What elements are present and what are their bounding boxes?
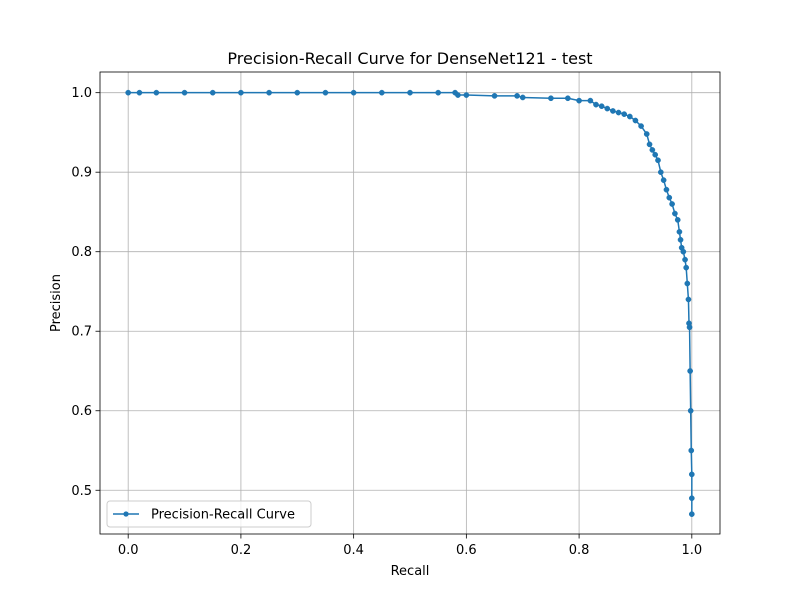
data-point (684, 280, 691, 287)
data-point (683, 264, 690, 271)
data-point (672, 210, 678, 217)
data-point (677, 236, 684, 243)
data-point (676, 228, 683, 235)
y-tick-label: 0.6 (71, 404, 92, 419)
data-point (646, 141, 653, 148)
y-tick-label: 0.5 (71, 484, 92, 499)
data-point (576, 97, 582, 104)
data-point (674, 217, 681, 223)
legend: Precision-Recall Curve (106, 500, 312, 528)
y-axis-title: Precision (49, 274, 64, 332)
data-point (209, 89, 216, 96)
y-tick-label: 1.0 (71, 86, 92, 101)
x-tick-label: 0.6 (456, 543, 477, 558)
data-point (407, 89, 413, 96)
grid-layer (100, 72, 720, 534)
data-point (663, 186, 670, 193)
data-point (548, 95, 554, 102)
data-point (649, 147, 656, 153)
data-point (463, 92, 470, 98)
legend-label: Precision-Recall Curve (151, 508, 295, 523)
data-point (688, 511, 695, 517)
data-point (688, 471, 695, 478)
chart-title: Precision-Recall Curve for DenseNet121 -… (227, 49, 592, 68)
data-point (593, 101, 599, 108)
axes-layer: 0.0 0.2 0.4 0.6 0.8 1.0 0.5 0.6 0.7 0.8 0.9 1.0 (71, 71, 721, 558)
data-point (643, 131, 650, 137)
data-point (322, 89, 329, 96)
x-tick-label: 0.8 (569, 543, 590, 558)
data-point (455, 92, 461, 98)
data-point (610, 108, 616, 114)
y-tick-label: 0.7 (71, 325, 92, 340)
data-point (181, 89, 188, 96)
data-point (435, 89, 442, 96)
data-point (615, 109, 622, 116)
data-point (686, 324, 693, 331)
data-point (604, 105, 611, 112)
data-point (514, 93, 520, 99)
data-point (294, 89, 301, 96)
data-point (688, 447, 695, 454)
data-point (680, 248, 687, 255)
y-tick-label: 0.9 (71, 166, 92, 181)
data-point (682, 256, 688, 263)
data-point (632, 117, 639, 124)
data-point (657, 169, 664, 176)
data-point (655, 157, 661, 164)
x-tick-label: 0.4 (343, 543, 364, 558)
series-layer (125, 89, 695, 517)
data-point (685, 296, 692, 303)
data-point (687, 368, 693, 374)
data-point (687, 407, 694, 414)
x-tick-label: 0.0 (118, 543, 139, 558)
data-point (378, 89, 385, 96)
data-point (660, 177, 667, 183)
data-point (519, 94, 526, 101)
data-point (621, 111, 628, 117)
data-point (125, 89, 132, 96)
data-point (136, 89, 143, 96)
legend-box (106, 500, 312, 528)
data-point (626, 113, 633, 120)
data-point (666, 194, 673, 201)
data-point (598, 103, 605, 110)
data-point (238, 89, 244, 96)
data-point (688, 495, 695, 502)
data-point (652, 151, 659, 158)
legend-marker-swatch (123, 511, 129, 517)
x-tick-label: 0.2 (231, 543, 252, 558)
data-point (564, 95, 571, 102)
data-point (153, 89, 160, 96)
y-tick-label: 0.8 (71, 245, 92, 260)
data-point (266, 89, 272, 96)
x-tick-label: 1.0 (681, 543, 702, 558)
data-point (491, 93, 498, 99)
data-point (669, 201, 675, 207)
x-axis-title: Recall (391, 564, 430, 579)
plot-frame (99, 71, 721, 535)
data-point (350, 89, 357, 96)
data-point (587, 97, 594, 104)
data-point (638, 123, 644, 129)
